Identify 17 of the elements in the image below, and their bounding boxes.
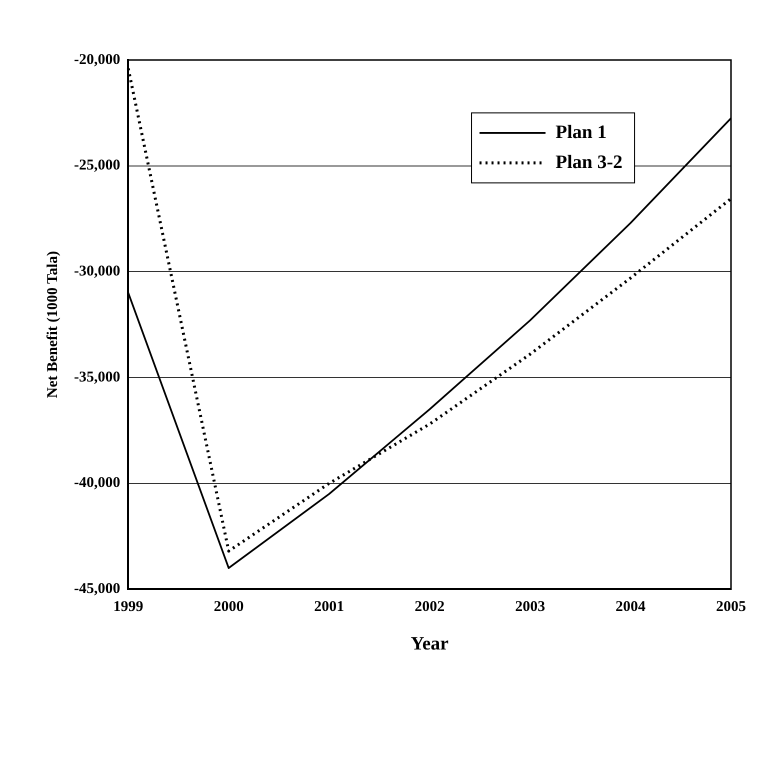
x-tick-label: 2004 [616,599,646,616]
x-axis-title: Year [410,634,450,655]
x-tick-label: 1999 [113,599,144,616]
legend-label: Plan 3-2 [556,152,623,173]
y-axis-title: Net Benefit (1000 Tala) [44,251,61,398]
x-tick-label: 2002 [414,599,445,616]
x-tick-label: 2003 [515,599,546,616]
legend-label: Plan 1 [556,122,607,143]
x-tick-label: 2000 [214,599,244,616]
y-tick-label: -20,000 [74,52,120,68]
x-tick-label: 2005 [716,599,746,616]
y-tick-label: -40,000 [74,475,120,492]
y-tick-label: -30,000 [74,264,120,280]
y-tick-label: -35,000 [74,369,120,386]
y-tick-label: -25,000 [74,158,120,174]
x-tick-label: 2001 [314,599,344,616]
y-tick-label: -45,000 [74,581,120,598]
